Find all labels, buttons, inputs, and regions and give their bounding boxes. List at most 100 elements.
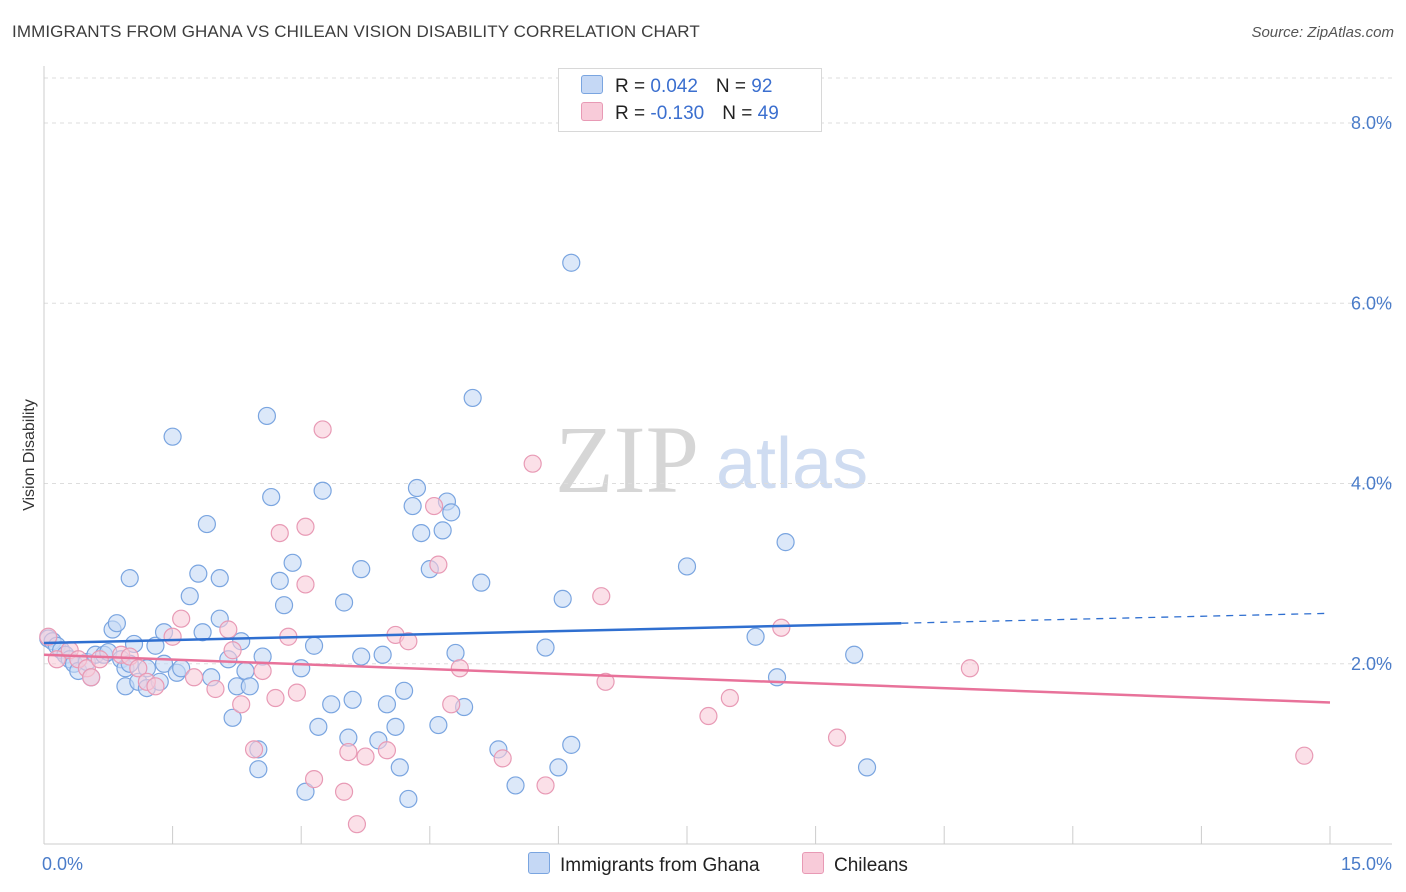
y-tick-label-0: 2.0%: [1351, 654, 1392, 674]
chileans-point-15: [206, 679, 225, 699]
series-ghana-points: [39, 253, 877, 809]
watermark-atlas: atlas: [716, 424, 868, 504]
chileans-point-30: [339, 742, 358, 762]
ghana-point-74: [429, 715, 448, 735]
chileans-point-19: [244, 740, 264, 759]
trend-lines: [43, 612, 1331, 704]
chileans-point-16: [219, 620, 238, 639]
chileans-point-24: [287, 683, 307, 702]
legend-r-label: R =: [615, 76, 651, 97]
chileans-point-36: [424, 496, 444, 516]
trend-line-chileans: [43, 653, 1331, 704]
ghana-point-32: [189, 564, 208, 583]
chileans-point-12: [163, 627, 182, 646]
ghana-point-64: [373, 645, 392, 664]
trend-line-ghana: [43, 621, 902, 645]
ghana-point-48: [262, 487, 281, 507]
ghana-point-14: [107, 614, 126, 633]
legend-n-label: N =: [722, 103, 758, 124]
chileans-point-48: [827, 728, 847, 747]
ghana-point-65: [377, 695, 397, 714]
chileans-point-27: [304, 770, 324, 789]
x-tick-label-0: 0.0%: [42, 854, 83, 874]
ghana-point-87: [562, 735, 581, 754]
bottom-legend-chileans: Chileans: [802, 852, 908, 877]
ghana-point-33: [193, 623, 212, 642]
ghana-point-50: [274, 596, 294, 615]
ghana-point-47: [257, 406, 277, 426]
chileans-point-26: [296, 517, 315, 536]
y-axis-label: Vision Disability: [21, 399, 38, 511]
bottom-legend-label-chileans: Chileans: [834, 855, 908, 876]
ghana-point-86: [553, 589, 572, 608]
ghana-point-52: [292, 659, 311, 678]
y-tick-label-2: 6.0%: [1351, 293, 1392, 313]
chileans-point-42: [536, 776, 555, 795]
chileans-point-29: [334, 782, 354, 801]
chileans-point-32: [356, 747, 375, 766]
ghana-point-67: [390, 758, 409, 777]
ghana-point-58: [334, 593, 354, 612]
chileans-point-35: [399, 632, 418, 651]
chileans-point-25: [296, 575, 315, 594]
ghana-point-56: [313, 481, 332, 500]
chileans-point-49: [960, 659, 980, 678]
ghana-point-28: [163, 427, 182, 446]
ghana-point-78: [446, 643, 465, 663]
chileans-point-33: [377, 741, 397, 760]
bottom-legend-swatch-chileans: [802, 852, 824, 874]
chileans-point-0: [39, 627, 58, 646]
ghana-point-60: [343, 690, 362, 709]
chileans-point-5: [82, 668, 101, 687]
ghana-point-70: [403, 496, 422, 516]
chileans-point-18: [232, 695, 251, 714]
ghana-point-31: [180, 587, 199, 606]
ghana-point-71: [407, 478, 427, 498]
y-tick-label-3: 8.0%: [1351, 113, 1392, 133]
ghana-point-45: [249, 760, 268, 779]
chileans-point-45: [699, 706, 718, 726]
ghana-point-51: [283, 553, 302, 572]
chileans-point-6: [90, 650, 109, 669]
correlation-legend: R = 0.042 N = 92 R = -0.130 N = 49: [558, 68, 822, 132]
legend-n-value-chileans: 49: [757, 103, 779, 124]
chart-title: IMMIGRANTS FROM GHANA VS CHILEAN VISION …: [12, 22, 700, 41]
chileans-point-17: [223, 641, 242, 660]
watermark: ZIP atlas: [555, 406, 868, 513]
trend-line-ghana-extension: [901, 612, 1331, 624]
ghana-point-61: [352, 560, 371, 579]
tick-labels: 2.0% 4.0% 6.0% 8.0% 0.0% 15.0%: [42, 113, 1392, 874]
chileans-point-31: [347, 815, 367, 834]
chileans-point-9: [129, 659, 148, 678]
ghana-point-66: [386, 717, 405, 736]
legend-row-ghana: R = 0.042 N = 92: [581, 75, 772, 99]
watermark-zip: ZIP: [555, 406, 699, 513]
chileans-point-38: [442, 695, 461, 714]
ghana-point-89: [677, 557, 697, 576]
ghana-point-77: [442, 503, 461, 522]
chileans-point-13: [172, 609, 191, 628]
ghana-point-55: [309, 717, 328, 736]
legend-row-chileans: R = -0.130 N = 49: [581, 102, 779, 126]
ghana-point-18: [120, 569, 139, 588]
x-tick-label-1: 15.0%: [1341, 854, 1392, 874]
chileans-point-14: [184, 668, 204, 687]
chileans-point-41: [523, 454, 542, 473]
chileans-point-11: [146, 677, 165, 696]
legend-n-value-ghana: 92: [751, 76, 773, 97]
bottom-legend-label-ghana: Immigrants from Ghana: [560, 855, 760, 876]
ghana-point-39: [223, 708, 242, 727]
series-chileans-points: [39, 420, 1314, 834]
ghana-point-81: [472, 573, 491, 592]
ghana-point-42: [236, 661, 255, 681]
gridlines: [44, 77, 1392, 665]
ghana-point-93: [845, 645, 864, 664]
chileans-point-37: [429, 555, 448, 574]
ghana-point-49: [270, 571, 289, 590]
legend-r-label: R =: [615, 103, 651, 124]
ghana-point-34: [197, 514, 216, 534]
ghana-point-54: [304, 636, 324, 655]
chileans-point-28: [313, 420, 332, 439]
legend-swatch-chileans: [581, 102, 603, 121]
legend-n-label: N =: [715, 76, 752, 97]
